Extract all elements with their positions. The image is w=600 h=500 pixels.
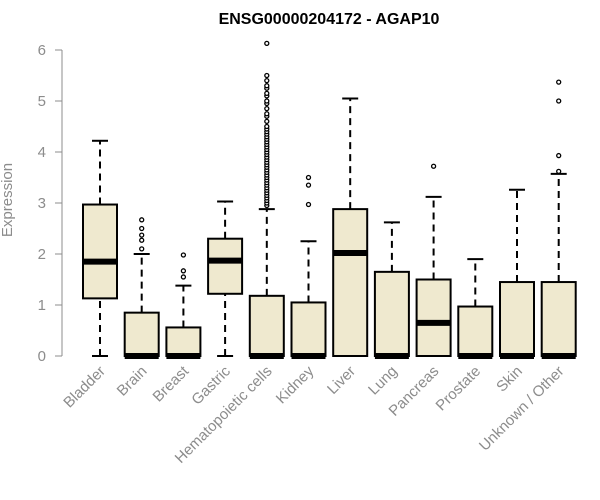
chart-title: ENSG00000204172 - AGAP10	[219, 11, 440, 28]
box-liver	[332, 97, 369, 357]
outlier-point	[556, 152, 562, 159]
outlier-point	[264, 90, 270, 96]
outlier-point	[180, 274, 187, 280]
boxes	[82, 40, 577, 359]
outlier-point	[180, 252, 187, 258]
y-tick-label: 4	[38, 144, 46, 161]
x-tick-label: Bladder	[60, 363, 109, 412]
outlier-point	[305, 201, 312, 208]
box-iqr	[207, 237, 244, 295]
y-tick-label: 3	[38, 195, 46, 212]
outlier-point	[264, 83, 270, 89]
outlier-point	[264, 40, 270, 47]
outlier-point	[264, 111, 270, 117]
box-breast	[165, 252, 202, 359]
outlier-point	[139, 232, 145, 238]
x-tick-label: Breast	[150, 362, 193, 405]
y-axis-label: Expression	[0, 163, 16, 237]
box-skin	[499, 188, 535, 359]
box-iqr	[540, 281, 577, 357]
box-iqr	[457, 305, 494, 357]
outlier-point	[264, 98, 270, 104]
outlier-point	[264, 72, 270, 79]
outlier-point	[264, 106, 270, 112]
outlier-point	[305, 182, 312, 188]
box-kidney	[290, 174, 327, 359]
box-gastric	[207, 200, 244, 357]
outlier-point	[180, 268, 187, 274]
outlier-point	[139, 225, 145, 232]
box-unknown-other	[540, 79, 577, 359]
outlier-point	[264, 77, 270, 84]
outlier-point	[556, 79, 562, 85]
box-iqr	[373, 270, 410, 358]
x-tick-label: Kidney	[273, 362, 318, 407]
box-brain	[123, 217, 160, 359]
box-iqr	[332, 208, 369, 357]
box-iqr	[82, 203, 118, 300]
outlier-point	[139, 237, 145, 243]
box-iqr	[165, 326, 202, 358]
y-tick-label: 2	[38, 246, 46, 263]
box-iqr	[415, 278, 452, 357]
y-tick-label: 1	[38, 297, 46, 314]
y-axis: 0 1 2 3 4 5 6	[38, 42, 63, 365]
outlier-point	[430, 163, 437, 169]
outlier-point	[556, 98, 562, 104]
outlier-point	[139, 246, 145, 252]
outlier-point	[264, 123, 270, 130]
box-iqr	[123, 311, 160, 357]
box-pancreas	[415, 163, 452, 357]
outlier-point	[305, 174, 312, 181]
x-tick-label: Skin	[493, 363, 526, 396]
outlier-point	[556, 168, 562, 175]
box-iqr	[248, 294, 285, 358]
box-iqr	[290, 301, 327, 358]
outlier-point	[264, 118, 270, 125]
box-hematopoietic-cells	[248, 40, 285, 359]
x-tick-label: Lung	[365, 363, 401, 399]
x-tick-label: Liver	[324, 363, 359, 398]
y-tick-label: 0	[38, 348, 46, 365]
y-tick-label: 5	[38, 93, 46, 110]
y-tick-label: 6	[38, 42, 46, 59]
box-prostate	[457, 258, 494, 359]
box-iqr	[499, 281, 535, 357]
box-lung	[373, 221, 410, 359]
box-bladder	[82, 139, 118, 357]
x-tick-label: Prostate	[433, 363, 485, 415]
x-tick-label: Brain	[114, 363, 151, 400]
outlier-point	[139, 217, 145, 223]
